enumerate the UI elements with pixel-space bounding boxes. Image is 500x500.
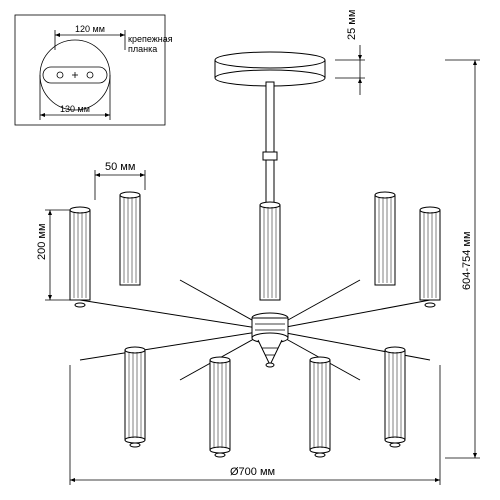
total-height-dim: 604-754 мм [445, 60, 480, 458]
inset-label-2: планка [128, 44, 157, 54]
inset-bottom-dim: 130 мм [60, 104, 90, 114]
inset-top-dim: 120 мм [75, 24, 105, 34]
inset-label-1: крепежная [128, 34, 173, 44]
canopy: 25 мм [215, 10, 365, 95]
inset-detail: 120 мм крепежная планка 130 мм [15, 15, 173, 125]
technical-drawing: 120 мм крепежная планка 130 мм 25 мм [0, 0, 500, 500]
tube-height-dim: 200 мм [36, 210, 70, 300]
total-height-label: 604-754 мм [461, 231, 473, 290]
tube-height-label: 200 мм [36, 223, 48, 260]
diameter-label: Ø700 мм [230, 466, 275, 478]
arm-spacing-label: 50 мм [105, 161, 135, 173]
hub [252, 313, 288, 367]
canopy-height-label: 25 мм [346, 10, 358, 40]
